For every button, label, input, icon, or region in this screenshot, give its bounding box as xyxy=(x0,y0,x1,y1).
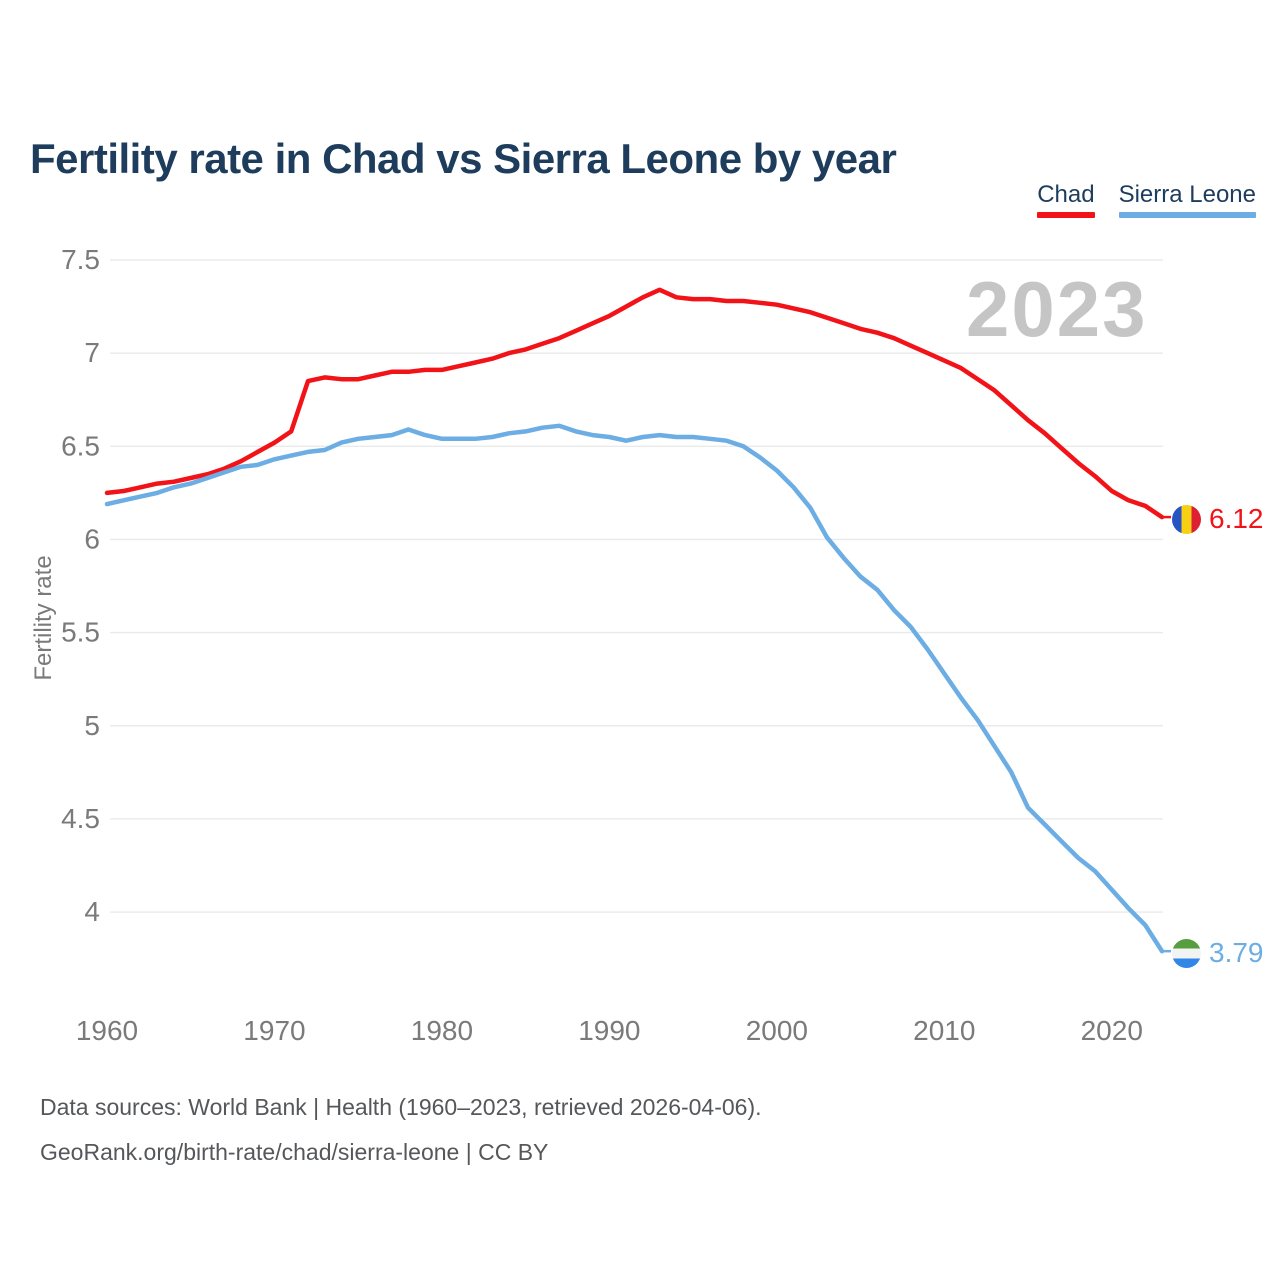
y-tick-label: 6 xyxy=(84,523,100,554)
watermark-year: 2023 xyxy=(966,265,1148,353)
legend-item-sierra-leone[interactable]: Sierra Leone xyxy=(1118,181,1256,218)
x-tick-label: 1970 xyxy=(243,1015,305,1046)
chad-end-label: 6.12 xyxy=(1172,503,1264,535)
y-axis-title: Fertility rate xyxy=(30,555,57,681)
legend-label-chad: Chad xyxy=(1037,181,1095,208)
y-tick-label: 7.5 xyxy=(61,244,100,275)
y-tick-label: 5.5 xyxy=(61,617,100,648)
sierra-leone-color-swatch xyxy=(1118,212,1256,218)
x-tick-label: 2010 xyxy=(913,1015,975,1046)
footer: Data sources: World Bank | Health (1960–… xyxy=(40,1085,762,1175)
sierra-leone-line[interactable] xyxy=(104,423,1165,954)
x-tick-label: 2000 xyxy=(746,1015,808,1046)
x-tick-label: 1960 xyxy=(76,1015,138,1046)
sierra-leone-end-value: 3.79 xyxy=(1209,937,1264,968)
x-tick-label: 2020 xyxy=(1081,1015,1143,1046)
y-tick-label: 4 xyxy=(84,896,100,927)
legend-label-sierra-leone: Sierra Leone xyxy=(1118,181,1256,208)
legend-item-chad[interactable]: Chad xyxy=(1037,181,1095,218)
chad-line[interactable] xyxy=(104,287,1165,520)
y-tick-label: 4.5 xyxy=(61,803,100,834)
chad-color-swatch xyxy=(1037,212,1095,218)
y-tick-label: 5 xyxy=(84,710,100,741)
chad-end-value: 6.12 xyxy=(1209,503,1264,534)
footer-attribution: GeoRank.org/birth-rate/chad/sierra-leone… xyxy=(40,1138,549,1165)
sierra-leone-end-label: 3.79 xyxy=(1172,937,1264,969)
y-tick-label: 6.5 xyxy=(61,430,100,461)
x-tick-label: 1990 xyxy=(578,1015,640,1046)
legend: Chad Sierra Leone xyxy=(1037,181,1256,218)
x-tick-label: 1980 xyxy=(411,1015,473,1046)
sierra-leone-flag-icon xyxy=(1172,938,1201,968)
y-tick-label: 7 xyxy=(84,337,100,368)
footer-sources: Data sources: World Bank | Health (1960–… xyxy=(40,1094,762,1120)
chad-flag-icon xyxy=(1172,504,1201,534)
page-title: Fertility rate in Chad vs Sierra Leone b… xyxy=(30,135,897,183)
